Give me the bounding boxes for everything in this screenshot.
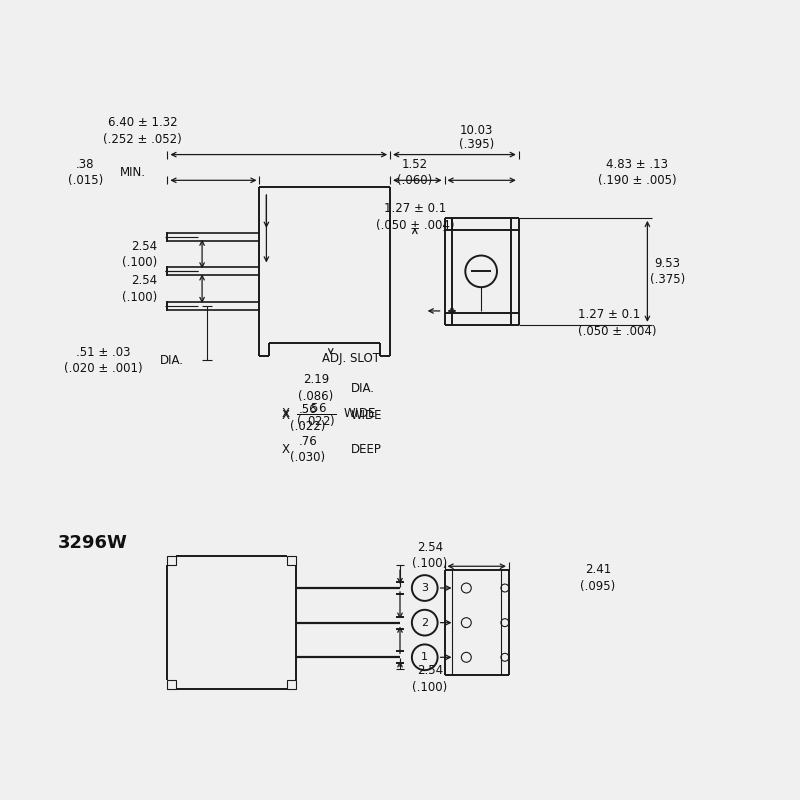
Text: 2.54
(.100): 2.54 (.100): [122, 274, 158, 304]
Bar: [287, 556, 296, 566]
Text: .51 ± .03
(.020 ± .001): .51 ± .03 (.020 ± .001): [64, 346, 142, 375]
Text: 2.54
(.100): 2.54 (.100): [412, 541, 447, 570]
Text: X: X: [282, 443, 290, 456]
Bar: [167, 556, 176, 566]
Text: 2.54
(.100): 2.54 (.100): [412, 664, 447, 694]
Text: 3: 3: [422, 583, 428, 593]
Text: X: X: [282, 410, 290, 422]
Text: .38
(.015): .38 (.015): [68, 158, 103, 187]
Text: DEEP: DEEP: [350, 443, 382, 456]
Text: 10.03: 10.03: [459, 124, 493, 138]
Text: DIA.: DIA.: [159, 354, 183, 367]
Bar: [287, 680, 296, 689]
Bar: [167, 680, 176, 689]
Text: 2.19
(.086): 2.19 (.086): [298, 374, 334, 403]
Text: 2.41
(.095): 2.41 (.095): [580, 563, 615, 593]
Text: DIA.: DIA.: [350, 382, 374, 394]
Text: 1.27 ± 0.1
(.050 ± .004): 1.27 ± 0.1 (.050 ± .004): [578, 308, 657, 338]
Text: 4.83 ± .13
(.190 ± .005): 4.83 ± .13 (.190 ± .005): [598, 158, 677, 187]
Text: .76
(.030): .76 (.030): [290, 434, 326, 464]
Text: 1: 1: [422, 652, 428, 662]
Text: X  $\dfrac{.56}{(.022)}$  WIDE: X $\dfrac{.56}{(.022)}$ WIDE: [282, 401, 376, 429]
Text: 2.54
(.100): 2.54 (.100): [122, 240, 158, 270]
Text: 9.53
(.375): 9.53 (.375): [650, 257, 685, 286]
Text: 3296W: 3296W: [58, 534, 128, 553]
Text: MIN.: MIN.: [120, 166, 146, 179]
Text: 1.27 ± 0.1
(.050 ± .004): 1.27 ± 0.1 (.050 ± .004): [375, 202, 454, 232]
Text: (.395): (.395): [459, 138, 494, 151]
Text: 1.52
(.060): 1.52 (.060): [398, 158, 433, 187]
Text: WIDE: WIDE: [350, 410, 382, 422]
Text: 6.40 ± 1.32
(.252 ± .052): 6.40 ± 1.32 (.252 ± .052): [103, 116, 182, 146]
Text: 2: 2: [421, 618, 428, 628]
Text: ADJ. SLOT: ADJ. SLOT: [322, 352, 379, 365]
Text: .56
(.022): .56 (.022): [290, 403, 326, 433]
